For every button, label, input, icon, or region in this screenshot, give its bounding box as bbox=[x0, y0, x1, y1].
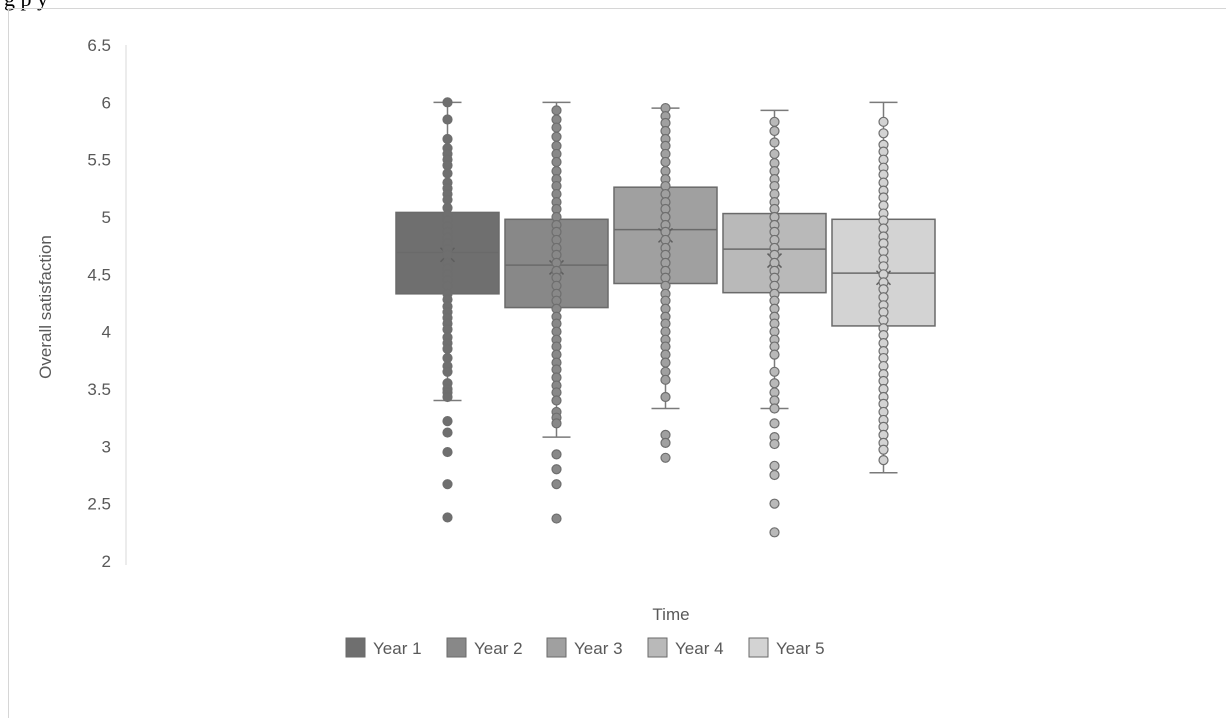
legend-label: Year 5 bbox=[776, 639, 825, 658]
box-series-year-2 bbox=[504, 101, 609, 524]
data-point bbox=[551, 122, 562, 133]
data-point bbox=[442, 446, 453, 458]
y-tick-label: 3 bbox=[102, 437, 111, 456]
y-tick-label: 5.5 bbox=[87, 151, 111, 170]
box-plot-chart: 2 2.5 3 3.5 4 4.5 5 5.5 6 6.5 Overall satisfactio… bbox=[36, 36, 936, 658]
legend-label: Year 4 bbox=[675, 639, 724, 658]
data-point bbox=[551, 131, 562, 142]
data-point bbox=[551, 479, 562, 490]
data-point bbox=[769, 438, 780, 450]
data-points bbox=[442, 97, 453, 523]
data-point bbox=[551, 449, 562, 460]
box-series-year-4 bbox=[722, 109, 827, 538]
data-point bbox=[660, 452, 671, 463]
y-axis-title: Overall satisfaction bbox=[36, 235, 55, 379]
x-axis-title: Time bbox=[652, 605, 689, 624]
data-point bbox=[442, 168, 453, 179]
data-point bbox=[551, 156, 562, 168]
y-tick-label: 3.5 bbox=[87, 380, 111, 399]
data-point bbox=[769, 378, 780, 389]
y-tick-label: 5 bbox=[102, 208, 111, 227]
data-point bbox=[878, 128, 889, 139]
legend-item-year-2: Year 2 bbox=[446, 637, 523, 658]
data-point bbox=[769, 498, 780, 509]
legend-label: Year 2 bbox=[474, 639, 523, 658]
data-point bbox=[769, 469, 780, 481]
chart-frame: 2 2.5 3 3.5 4 4.5 5 5.5 6 6.5 Overall satisfactio… bbox=[8, 8, 1226, 718]
data-point bbox=[442, 133, 453, 145]
data-point bbox=[660, 374, 671, 385]
legend-swatch bbox=[546, 637, 567, 658]
data-points bbox=[878, 116, 889, 466]
data-point bbox=[878, 454, 889, 466]
data-point bbox=[769, 527, 780, 538]
y-axis-tick-labels: 2 2.5 3 3.5 4 4.5 5 5.5 6 6.5 bbox=[87, 36, 111, 571]
data-point bbox=[442, 391, 453, 403]
plot-area bbox=[395, 97, 936, 538]
data-point bbox=[442, 97, 453, 108]
y-tick-label: 2 bbox=[102, 552, 111, 571]
legend-label: Year 1 bbox=[373, 639, 422, 658]
legend-item-year-1: Year 1 bbox=[345, 637, 422, 658]
data-point bbox=[660, 437, 671, 448]
legend-swatch bbox=[748, 637, 769, 658]
figure-caption-fragment: g p y bbox=[4, 0, 48, 12]
data-point bbox=[769, 366, 780, 377]
data-point bbox=[551, 418, 562, 429]
data-point bbox=[660, 156, 671, 168]
data-point bbox=[660, 357, 671, 368]
data-point bbox=[551, 464, 562, 475]
box-series-year-5 bbox=[831, 101, 936, 474]
data-point bbox=[769, 148, 780, 160]
data-point bbox=[442, 512, 453, 523]
legend-item-year-5: Year 5 bbox=[748, 637, 825, 658]
y-tick-label: 6 bbox=[102, 93, 111, 112]
data-point bbox=[769, 125, 780, 137]
legend-swatch bbox=[446, 637, 467, 658]
y-tick-label: 4.5 bbox=[87, 265, 111, 284]
data-point bbox=[442, 343, 453, 354]
legend-swatch bbox=[647, 637, 668, 658]
data-point bbox=[551, 105, 562, 116]
data-point bbox=[878, 116, 889, 127]
data-point bbox=[769, 403, 780, 414]
legend-item-year-3: Year 3 bbox=[546, 637, 623, 658]
data-point bbox=[769, 349, 780, 360]
legend: Year 1 Year 2 Year 3 Year 4 Year 5 bbox=[345, 637, 825, 658]
data-point bbox=[551, 395, 562, 406]
data-point bbox=[442, 114, 453, 125]
data-points bbox=[769, 116, 780, 538]
data-point bbox=[769, 418, 780, 429]
data-point bbox=[442, 479, 453, 490]
box-series-year-3 bbox=[613, 102, 718, 463]
data-point bbox=[769, 137, 780, 148]
legend-item-year-4: Year 4 bbox=[647, 637, 724, 658]
data-point bbox=[769, 116, 780, 127]
data-point bbox=[442, 416, 453, 427]
data-point bbox=[551, 513, 562, 524]
y-tick-label: 6.5 bbox=[87, 36, 111, 55]
data-point bbox=[442, 366, 453, 377]
legend-swatch bbox=[345, 637, 366, 658]
data-points bbox=[660, 102, 671, 463]
y-tick-label: 2.5 bbox=[87, 495, 111, 514]
data-point bbox=[660, 391, 671, 403]
legend-label: Year 3 bbox=[574, 639, 623, 658]
y-tick-label: 4 bbox=[102, 323, 111, 342]
box-series-year-1 bbox=[395, 97, 500, 523]
data-point bbox=[769, 460, 780, 471]
data-point bbox=[878, 444, 889, 455]
data-points bbox=[551, 105, 562, 524]
data-point bbox=[442, 427, 453, 438]
